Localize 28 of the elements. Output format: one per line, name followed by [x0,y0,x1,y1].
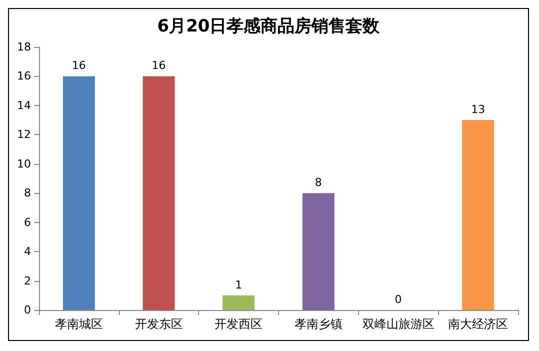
y-tick-label: 16 [17,70,31,83]
data-label: 1 [235,278,242,292]
data-label: 8 [314,176,322,190]
data-label: 16 [152,59,166,72]
chart-title: 6月20日孝感商品房销售套数 [157,16,381,36]
x-tick-label: 孝南城区 [54,317,103,331]
y-tick-label: 14 [17,98,31,112]
x-tick-label: 双峰山旅游区 [362,317,434,331]
data-label: 13 [471,103,486,116]
y-tick-label: 4 [24,245,31,258]
x-tick-label: 南大经济区 [448,317,508,331]
data-label: 0 [394,293,402,306]
bar [462,120,494,310]
data-label: 16 [72,59,86,72]
x-tick-label: 开发西区 [214,317,263,331]
y-tick-label: 8 [24,186,31,200]
y-tick-label: 18 [17,40,31,54]
x-tick-label: 孝南乡镇 [294,317,342,331]
y-tick-label: 12 [17,128,31,142]
bar [222,295,255,310]
y-tick-label: 2 [24,274,31,288]
y-tick-label: 0 [24,304,31,316]
y-tick-label: 6 [24,216,31,229]
bar [142,76,175,310]
y-tick-label: 10 [17,157,31,170]
bar [302,193,334,310]
x-tick-label: 开发东区 [134,317,183,331]
bar [62,76,95,310]
